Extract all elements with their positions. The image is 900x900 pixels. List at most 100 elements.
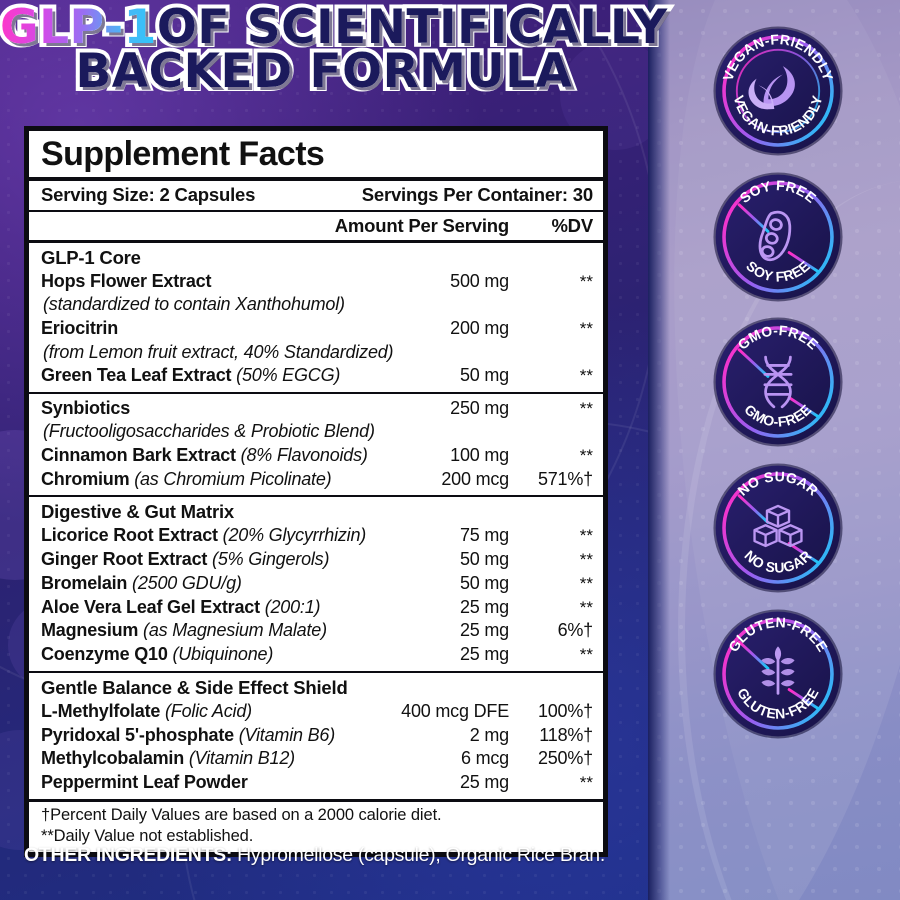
ingredient-amount: 500 mg: [450, 270, 509, 291]
ingredient-subline: (Fructooligosaccharides & Probiotic Blen…: [43, 421, 375, 442]
headline-line-2-fill: BACKED FORMULA: [75, 44, 573, 100]
serving-size: Serving Size: 2 Capsules: [41, 184, 256, 206]
ingredient-amount: 200 mg: [450, 317, 509, 338]
ingredient-qualifier: (50% EGCG): [231, 364, 341, 385]
footnote-stars: **Daily Value not established.: [41, 827, 254, 846]
brand-stroke: GLP-1: [0, 0, 160, 55]
ingredient-qualifier: (Ubiquinone): [167, 644, 274, 665]
wheat-icon: [761, 646, 795, 695]
right-background: [648, 0, 900, 900]
ingredient-row: Ginger Root Extract (5% Gingerols) 50 mg *…: [29, 548, 603, 572]
ingredient-daily-value: 118%†: [539, 724, 593, 745]
ingredient-row: Coenzyme Q10 (Ubiquinone) 25 mg **: [29, 643, 603, 667]
ingredient-row: Aloe Vera Leaf Gel Extract (200:1) 25 mg *…: [29, 596, 603, 620]
brand-wordmark: GLP-1 GLP-1: [0, 0, 160, 55]
ingredient-amount: 400 mcg DFE: [401, 700, 509, 721]
badge-gmo-free: GMO-FREE GMO-FREE: [709, 313, 847, 451]
ingredient-amount: 75 mg: [459, 525, 509, 546]
ingredient-daily-value: 571%†: [537, 468, 593, 489]
ingredient-amount: 200 mcg: [441, 468, 509, 489]
ingredient-section: Synbiotics 250 mg ** (Fructooligosaccharide…: [29, 394, 603, 496]
ingredient-name: Hops Flower Extract: [41, 270, 212, 291]
ingredient-name: Chromium (as Chromium Picolinate): [41, 468, 332, 489]
footnotes: †Percent Daily Values are based on a 200…: [29, 802, 603, 852]
ingredient-daily-value: **: [579, 526, 593, 546]
supplement-facts-panel: Supplement Facts Serving Size: 2 Capsule…: [24, 126, 608, 858]
serving-row: Serving Size: 2 Capsules Servings Per Co…: [29, 181, 603, 210]
headline-rest-1-stroke: OF SCIENTIFICALLY: [153, 0, 671, 55]
ingredient-name: Aloe Vera Leaf Gel Extract (200:1): [41, 596, 321, 617]
ingredient-daily-value: **: [579, 573, 593, 593]
ingredient-subline: (standardized to contain Xanthohumol): [43, 294, 345, 315]
ingredient-qualifier: (8% Flavonoids): [235, 444, 368, 465]
ingredient-name: Peppermint Leaf Powder: [41, 772, 248, 793]
ingredient-row: L-Methylfolate (Folic Acid) 400 mcg DFE 10…: [29, 700, 603, 724]
ingredient-name: L-Methylfolate (Folic Acid): [41, 700, 252, 721]
section-heading: GLP-1 Core: [41, 246, 141, 268]
ingredient-qualifier: (as Magnesium Malate): [138, 620, 327, 641]
ingredient-row: Licorice Root Extract (20% Glycyrrhizin)…: [29, 524, 603, 548]
ingredient-name: Magnesium (as Magnesium Malate): [41, 620, 327, 641]
amount-header: Amount Per Serving: [334, 214, 509, 236]
ingredient-row: Hops Flower Extract 500 mg **: [29, 270, 603, 294]
ingredient-row: Chromium (as Chromium Picolinate) 200 mcg…: [29, 468, 603, 492]
ingredient-daily-value: **: [579, 550, 593, 570]
ingredient-row: Magnesium (as Magnesium Malate) 25 mg 6%†: [29, 619, 603, 643]
ingredient-name: Methylcobalamin (Vitamin B12): [41, 748, 295, 769]
soybean-icon: [758, 210, 792, 262]
ingredient-row: Bromelain (2500 GDU/g) 50 mg **: [29, 572, 603, 596]
ingredient-daily-value: **: [579, 271, 593, 291]
ingredient-name: Cinnamon Bark Extract (8% Flavonoids): [41, 444, 368, 465]
ingredient-section: GLP-1 Core Hops Flower Extract 500 mg ** (st…: [29, 243, 603, 392]
headline: GLP-1 GLP-1 OF SCIENTIFICALLY OF SCIENTI…: [0, 0, 671, 100]
ingredient-amount: 250 mg: [450, 397, 509, 418]
rule: [29, 177, 603, 182]
column-headers: Amount Per Serving %DV: [29, 212, 603, 240]
ingredient-qualifier: (as Chromium Picolinate): [129, 468, 332, 489]
headline-line-2-wrap: BACKED FORMULA BACKED FORMULA: [71, 44, 576, 100]
ingredient-amount: 25 mg: [459, 772, 509, 793]
section-rule: [29, 391, 603, 394]
ingredient-section: Gentle Balance & Side Effect Shield L-Met…: [29, 673, 603, 799]
ingredient-daily-value: **: [579, 398, 593, 418]
ingredient-amount: 50 mg: [459, 364, 509, 385]
ingredient-name: Coenzyme Q10 (Ubiquinone): [41, 644, 274, 665]
ingredient-daily-value: **: [579, 645, 593, 665]
rule: [29, 209, 603, 212]
ingredient-row: Synbiotics 250 mg **: [29, 397, 603, 421]
sugar-cubes-icon: [753, 504, 803, 548]
badge-soy-free: SOY FREE SOY FREE: [709, 168, 847, 306]
ingredient-row: Cinnamon Bark Extract (8% Flavonoids) 100…: [29, 444, 603, 468]
ingredient-daily-value: 100%†: [537, 700, 593, 721]
badge-vegan-friendly: VEGAN-FRIENDLY VEGAN-FRIENDLY: [709, 22, 847, 160]
rule: [29, 798, 603, 802]
brand-fill: GLP-1: [0, 0, 157, 55]
ingredient-qualifier: (2500 GDU/g): [127, 572, 242, 593]
panel-title: Supplement Facts: [41, 135, 325, 173]
ingredient-daily-value: 6%†: [557, 620, 594, 641]
ingredient-amount: 25 mg: [459, 620, 509, 641]
ingredient-daily-value: **: [579, 365, 593, 385]
ingredient-row: Green Tea Leaf Extract (50% EGCG) 50 mg **: [29, 364, 603, 388]
badge-no-sugar: NO SUGAR NO SUGAR: [709, 459, 847, 597]
headline-line-2-stroke: BACKED FORMULA: [71, 44, 576, 100]
ingredient-name: Green Tea Leaf Extract (50% EGCG): [41, 364, 341, 385]
headline-rest-1: OF SCIENTIFICALLY OF SCIENTIFICALLY: [153, 0, 671, 55]
ingredient-qualifier: (200:1): [259, 596, 321, 617]
headline-rest-1-fill: OF SCIENTIFICALLY: [156, 0, 668, 55]
badge-gluten-free: GLUTEN-FREE GLUTEN-FREE: [709, 605, 847, 743]
dv-header: %DV: [551, 214, 593, 236]
ingredient-name: Eriocitrin: [41, 317, 119, 338]
ingredient-amount: 6 mcg: [460, 748, 509, 769]
section-rule: [29, 495, 603, 498]
ingredient-row: Eriocitrin 200 mg **: [29, 317, 603, 341]
ingredient-name: Ginger Root Extract (5% Gingerols): [41, 549, 330, 570]
ingredient-daily-value: **: [579, 773, 593, 793]
ingredient-daily-value: **: [579, 597, 593, 617]
ingredient-row: Methylcobalamin (Vitamin B12) 6 mcg 250%†: [29, 747, 603, 771]
rule: [29, 239, 603, 243]
ingredient-name: Pyridoxal 5'-phosphate (Vitamin B6): [41, 724, 336, 745]
dna-icon: [763, 355, 793, 409]
ingredient-subline: (from Lemon fruit extract, 40% Standardi…: [43, 341, 394, 362]
ingredient-row: Peppermint Leaf Powder 25 mg **: [29, 771, 603, 795]
